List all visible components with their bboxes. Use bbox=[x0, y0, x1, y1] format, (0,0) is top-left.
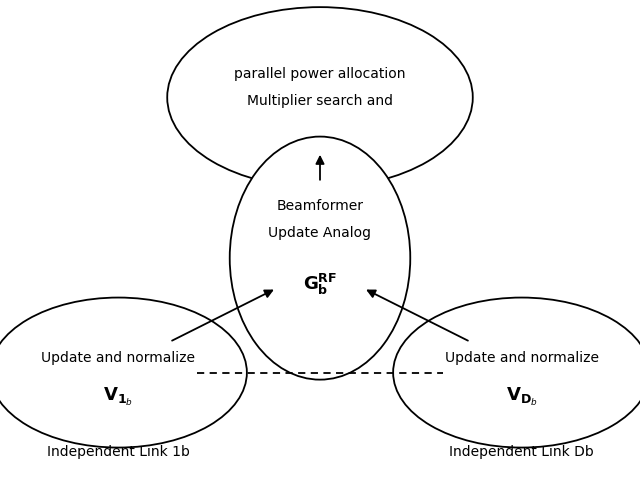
Text: Beamformer: Beamformer bbox=[276, 199, 364, 213]
Ellipse shape bbox=[393, 298, 640, 448]
Text: Update and normalize: Update and normalize bbox=[445, 351, 598, 365]
Text: Update and normalize: Update and normalize bbox=[42, 351, 195, 365]
Text: Update Analog: Update Analog bbox=[269, 225, 371, 240]
Text: $\mathbf{V}_{\mathbf{D}_{b}}$: $\mathbf{V}_{\mathbf{D}_{b}}$ bbox=[506, 386, 538, 408]
Text: Independent Link Db: Independent Link Db bbox=[449, 445, 594, 459]
Text: $\mathbf{G}_{\mathbf{b}}^{\mathbf{RF}}$: $\mathbf{G}_{\mathbf{b}}^{\mathbf{RF}}$ bbox=[303, 272, 337, 298]
Ellipse shape bbox=[167, 7, 473, 187]
Ellipse shape bbox=[230, 136, 410, 380]
Ellipse shape bbox=[0, 298, 247, 448]
Text: parallel power allocation: parallel power allocation bbox=[234, 67, 406, 81]
Text: $\mathbf{V}_{\mathbf{1}_{b}}$: $\mathbf{V}_{\mathbf{1}_{b}}$ bbox=[103, 386, 134, 408]
Text: Independent Link 1b: Independent Link 1b bbox=[47, 445, 190, 459]
Text: Multiplier search and: Multiplier search and bbox=[247, 94, 393, 108]
